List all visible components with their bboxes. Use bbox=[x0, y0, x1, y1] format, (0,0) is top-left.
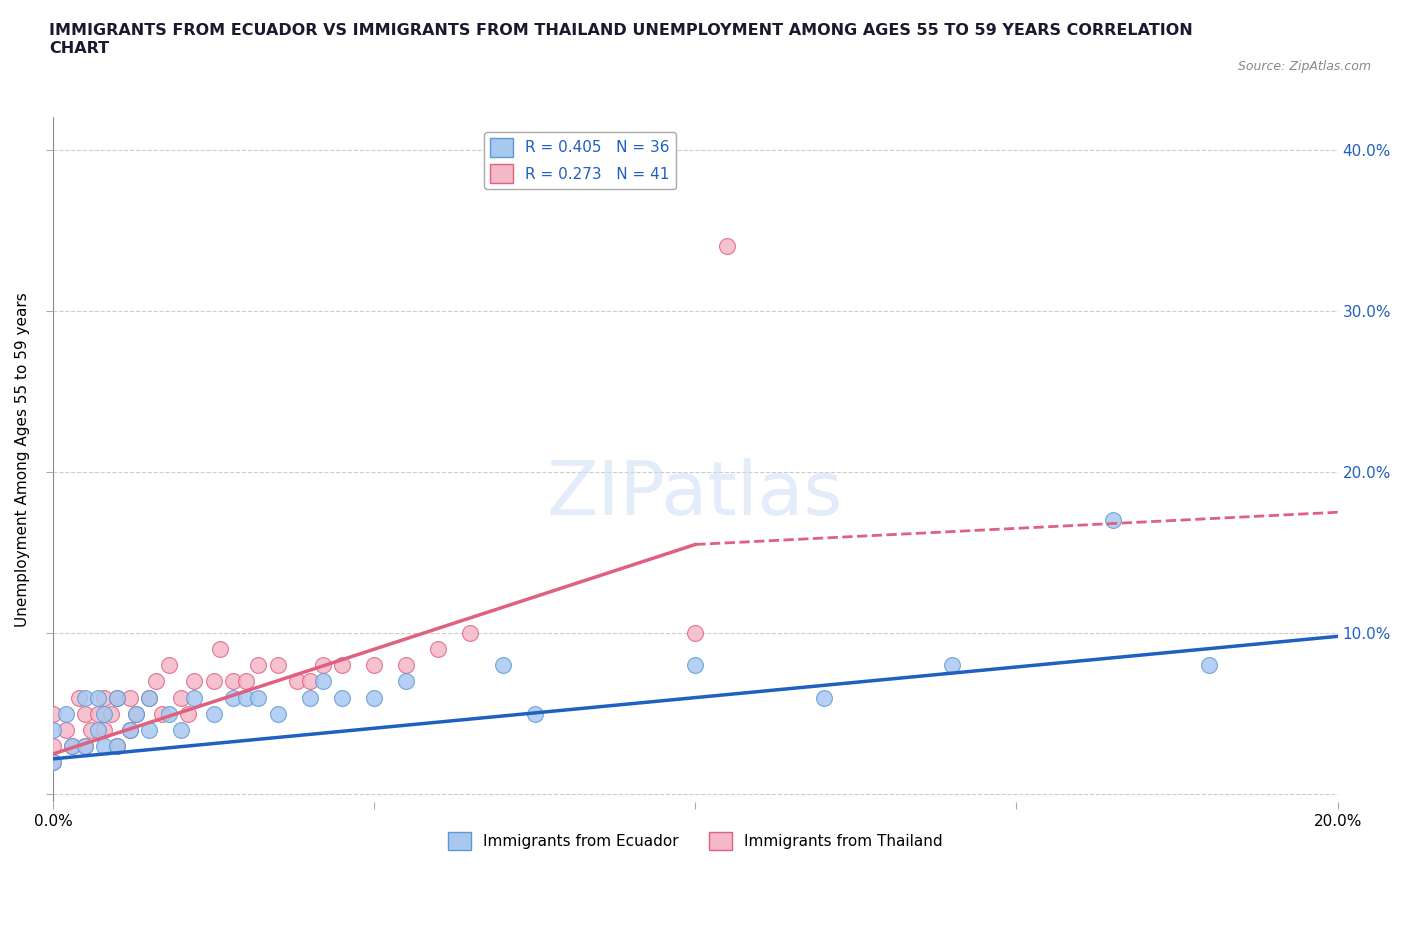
Point bbox=[1198, 658, 1220, 672]
Point bbox=[298, 690, 321, 705]
Point bbox=[235, 690, 257, 705]
Point bbox=[73, 690, 96, 705]
Point bbox=[685, 626, 707, 641]
Legend: Immigrants from Ecuador, Immigrants from Thailand: Immigrants from Ecuador, Immigrants from… bbox=[441, 826, 949, 857]
Point bbox=[177, 706, 200, 721]
Point bbox=[491, 658, 513, 672]
Point bbox=[183, 674, 205, 689]
Point bbox=[118, 690, 141, 705]
Point bbox=[157, 706, 180, 721]
Text: Source: ZipAtlas.com: Source: ZipAtlas.com bbox=[1237, 60, 1371, 73]
Point bbox=[222, 690, 245, 705]
Point bbox=[685, 658, 707, 672]
Point bbox=[118, 723, 141, 737]
Point bbox=[395, 674, 418, 689]
Point bbox=[67, 690, 90, 705]
Point bbox=[138, 723, 160, 737]
Text: IMMIGRANTS FROM ECUADOR VS IMMIGRANTS FROM THAILAND UNEMPLOYMENT AMONG AGES 55 T: IMMIGRANTS FROM ECUADOR VS IMMIGRANTS FR… bbox=[49, 23, 1192, 56]
Point bbox=[427, 642, 450, 657]
Point bbox=[60, 738, 83, 753]
Point bbox=[247, 690, 270, 705]
Point bbox=[202, 674, 225, 689]
Text: ZIPatlas: ZIPatlas bbox=[547, 458, 844, 531]
Point bbox=[93, 690, 115, 705]
Point bbox=[80, 723, 103, 737]
Point bbox=[87, 690, 110, 705]
Point bbox=[298, 674, 321, 689]
Point bbox=[87, 723, 110, 737]
Point bbox=[523, 706, 546, 721]
Point bbox=[73, 738, 96, 753]
Point bbox=[42, 706, 65, 721]
Point bbox=[941, 658, 963, 672]
Point bbox=[105, 690, 128, 705]
Point bbox=[55, 706, 77, 721]
Point bbox=[312, 658, 335, 672]
Point bbox=[138, 690, 160, 705]
Point bbox=[235, 674, 257, 689]
Point bbox=[1101, 512, 1123, 527]
Point bbox=[170, 723, 193, 737]
Point bbox=[125, 706, 148, 721]
Point bbox=[395, 658, 418, 672]
Point bbox=[170, 690, 193, 705]
Point bbox=[60, 738, 83, 753]
Point bbox=[105, 690, 128, 705]
Point bbox=[105, 738, 128, 753]
Point bbox=[42, 754, 65, 769]
Point bbox=[42, 738, 65, 753]
Point bbox=[73, 706, 96, 721]
Point bbox=[100, 706, 122, 721]
Point bbox=[183, 690, 205, 705]
Point bbox=[125, 706, 148, 721]
Point bbox=[330, 658, 353, 672]
Point bbox=[145, 674, 167, 689]
Point bbox=[55, 723, 77, 737]
Point bbox=[105, 738, 128, 753]
Point bbox=[312, 674, 335, 689]
Point bbox=[93, 738, 115, 753]
Point bbox=[247, 658, 270, 672]
Point bbox=[222, 674, 245, 689]
Point bbox=[208, 642, 231, 657]
Point bbox=[93, 723, 115, 737]
Point bbox=[363, 690, 385, 705]
Point bbox=[73, 738, 96, 753]
Point bbox=[87, 706, 110, 721]
Point bbox=[716, 239, 738, 254]
Point bbox=[118, 723, 141, 737]
Point bbox=[363, 658, 385, 672]
Point bbox=[157, 658, 180, 672]
Point bbox=[93, 706, 115, 721]
Y-axis label: Unemployment Among Ages 55 to 59 years: Unemployment Among Ages 55 to 59 years bbox=[15, 292, 30, 627]
Point bbox=[138, 690, 160, 705]
Point bbox=[813, 690, 835, 705]
Point bbox=[460, 626, 482, 641]
Point bbox=[267, 706, 290, 721]
Point bbox=[42, 723, 65, 737]
Point bbox=[202, 706, 225, 721]
Point bbox=[267, 658, 290, 672]
Point bbox=[150, 706, 173, 721]
Point bbox=[42, 754, 65, 769]
Point bbox=[330, 690, 353, 705]
Point bbox=[285, 674, 308, 689]
